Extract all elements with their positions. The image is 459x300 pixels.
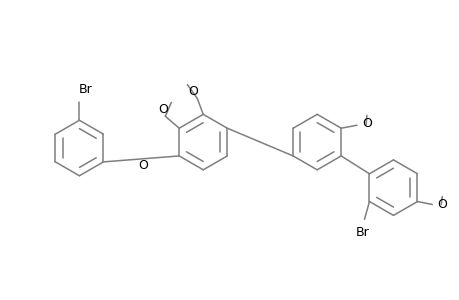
Text: O: O [138, 159, 148, 172]
Text: O: O [437, 198, 446, 211]
Text: Br: Br [78, 82, 92, 95]
Text: O: O [158, 103, 168, 116]
Text: O: O [361, 117, 371, 130]
Text: O: O [188, 85, 198, 98]
Text: Br: Br [355, 226, 369, 239]
